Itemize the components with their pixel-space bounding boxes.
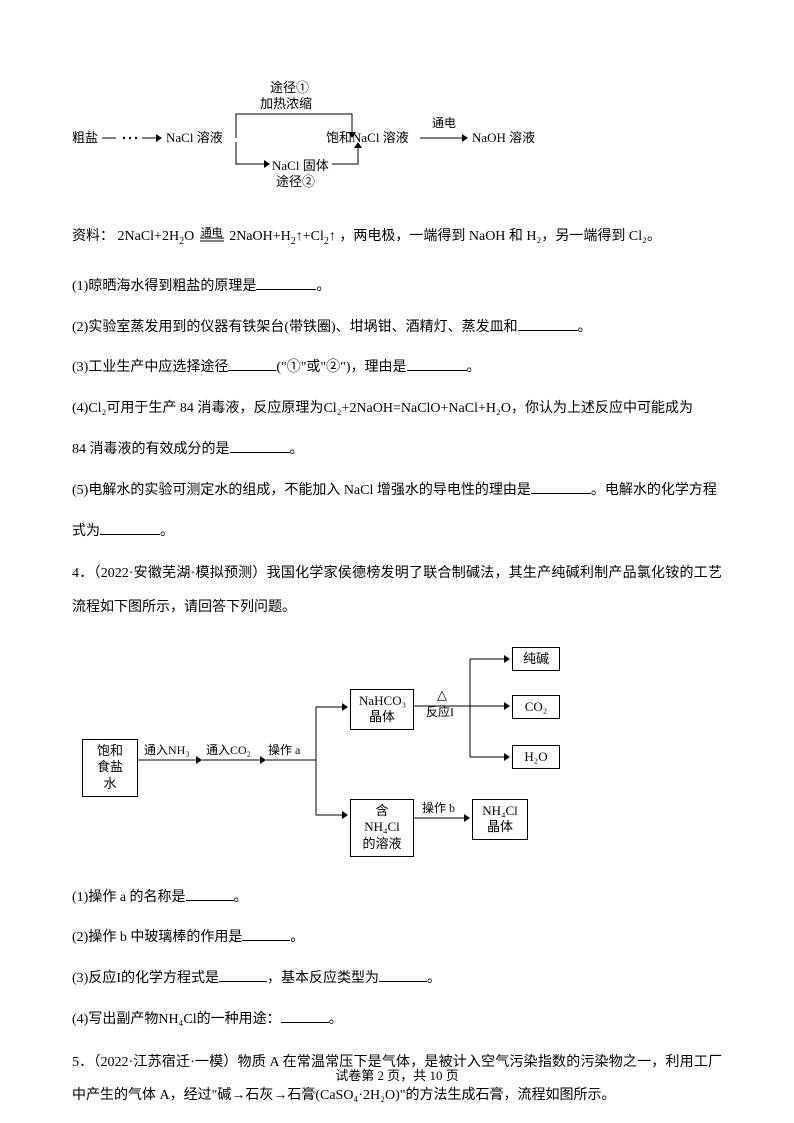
ref-plus: +Cl <box>303 229 324 244</box>
arrow-icon <box>266 755 316 765</box>
blank <box>256 276 316 290</box>
blank <box>407 357 467 371</box>
q4-formula: Cl₂+2NaOH=NaClO+NaCl+H₂O <box>323 401 511 416</box>
split-arrow-icon <box>314 701 350 821</box>
reference-para: 资料： 2NaCl+2H2O 通电 2NaOH+H2↑+Cl2↑ ，两电极，一端… <box>72 220 722 254</box>
ref-prefix: 资料： <box>72 229 114 244</box>
blank <box>230 439 290 453</box>
q3: (3)工业生产中应选择途径("①"或"②")，理由是。 <box>72 353 722 384</box>
q4-line2: 84 消毒液的有效成分的是。 <box>72 435 722 466</box>
blank <box>379 968 427 982</box>
footer-text: 试卷第 2 页，共 10 页 <box>335 1068 459 1083</box>
arrow-icon <box>102 132 162 144</box>
d2-brine: 饱和 食盐水 <box>82 739 138 798</box>
d2-h2o: H₂O <box>512 745 560 770</box>
ref-rhs1: 2NaOH+H <box>229 229 291 244</box>
sub-q4-formula: NH₄Cl <box>158 1012 196 1027</box>
d2-nh4cl-crystal: NH₄Cl 晶体 <box>472 799 528 841</box>
d1-path2-label: 途径② <box>276 172 315 193</box>
arrow-icon <box>138 755 202 765</box>
arrow-icon <box>414 813 470 823</box>
q5-line1: (5)电解水的实验可测定水的组成，不能加入 NaCl 增强水的导电性的理由是。电… <box>72 476 722 507</box>
d2-soda: 纯碱 <box>512 647 560 672</box>
sub-q2: (2)操作 b 中玻璃棒的作用是。 <box>72 923 722 954</box>
sub-q1: (1)操作 a 的名称是。 <box>72 883 722 914</box>
blank <box>518 317 578 331</box>
blank <box>219 968 267 982</box>
blank <box>281 1009 329 1023</box>
sub-q4: (4)写出副产物NH₄Cl的一种用途：。 <box>72 1005 722 1036</box>
q1: (1)晾晒海水得到粗盐的原理是。 <box>72 272 722 303</box>
ref-eq-lhs: 2NaCl+2H <box>118 229 180 244</box>
d2-nh4cl-sol: 含NH₄Cl 的溶液 <box>350 799 414 858</box>
d2-nahco3: NaHCO₃ 晶体 <box>350 689 414 731</box>
blank <box>531 480 591 494</box>
arrow-icon <box>420 132 468 144</box>
split3-arrow-icon <box>468 651 512 765</box>
blank <box>228 357 276 371</box>
ref-up1: ↑ <box>296 229 303 244</box>
d2-co2: CO₂ <box>512 695 560 720</box>
d1-naoh: NaOH 溶液 <box>472 128 535 149</box>
d1-crude-salt: 粗盐 <box>72 128 98 149</box>
blank <box>100 521 160 535</box>
blank <box>186 887 234 901</box>
electrolysis-arrow-icon: 通电 <box>198 230 226 244</box>
diagram-2: 饱和 食盐水 通入NH₃ 通入CO₂ 操作 a NaHCO₃ 晶体 含NH₄Cl… <box>82 643 642 863</box>
d1-electrolysis-label: 通电 <box>432 114 456 133</box>
q2: (2)实验室蒸发用到的仪器有铁架台(带铁圈)、坩埚钳、酒精灯、蒸发皿和。 <box>72 313 722 344</box>
sub-q3: (3)反应I的化学方程式是，基本反应类型为。 <box>72 964 722 995</box>
ref-o: O <box>184 229 194 244</box>
blank <box>242 927 290 941</box>
d1-nacl-solution: NaCl 溶液 <box>166 128 223 149</box>
page-footer: 试卷第 2 页，共 10 页 <box>0 1066 794 1087</box>
arrow-icon <box>202 755 266 765</box>
q5-line2: 式为。 <box>72 517 722 548</box>
q4-line1: (4)Cl₂可用于生产 84 消毒液，反应原理为Cl₂+2NaOH=NaClO+… <box>72 394 722 425</box>
arrow-lower-left-icon <box>232 140 272 172</box>
arrow-lower-right-icon <box>332 140 366 172</box>
ref-up2: ↑ <box>329 229 336 244</box>
arrow-icon <box>414 701 470 711</box>
ref-tail: ，两电极，一端得到 NaOH 和 H₂，另一端得到 Cl₂。 <box>339 229 661 244</box>
question-4-stem: 4．（2022·安徽芜湖·模拟预测）我国化学家侯德榜发明了联合制碱法，其生产纯碱… <box>72 557 722 624</box>
diagram-1: 途径① 加热浓缩 粗盐 NaCl 溶液 饱和NaCl 溶液 通电 NaOH 溶液… <box>72 80 592 190</box>
